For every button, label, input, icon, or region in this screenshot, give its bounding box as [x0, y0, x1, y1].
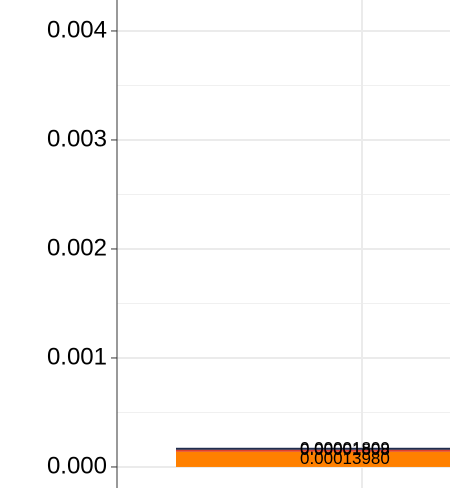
bar-segment — [176, 447, 450, 450]
y-tick-label: 0.002 — [47, 234, 107, 261]
bar-segment — [176, 449, 450, 452]
y-tick-label: 0.003 — [47, 125, 107, 152]
value-label: 0.00001809 — [300, 438, 390, 457]
value-label: 0.00001808 — [300, 440, 390, 459]
y-tick-label: 0.000 — [47, 452, 107, 479]
y-tick-label: 0.001 — [47, 343, 107, 370]
value-label: 0.00013980 — [300, 449, 390, 468]
y-tick-label: 0.004 — [47, 16, 107, 43]
bar-segment — [176, 451, 450, 467]
